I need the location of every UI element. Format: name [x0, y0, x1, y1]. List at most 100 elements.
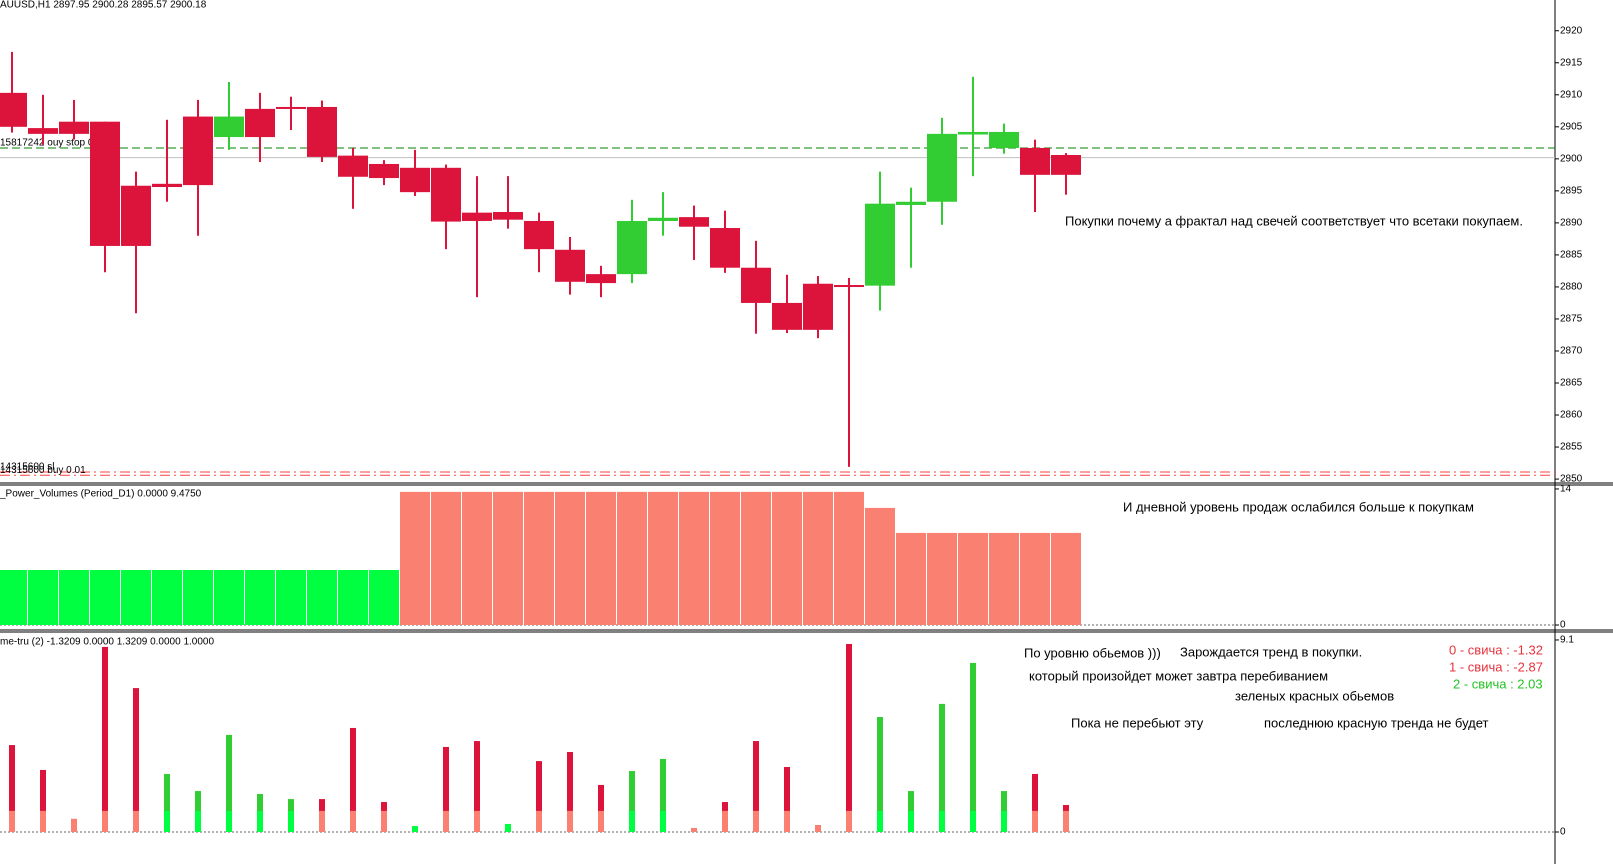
volume-bar-base [722, 810, 728, 832]
candle-body [865, 203, 895, 286]
y-tick-label: 0 [1560, 620, 1566, 631]
volume-bar [443, 746, 449, 832]
volume-bar [958, 532, 988, 625]
volume-bar-base [1032, 810, 1038, 832]
candle-body [555, 249, 585, 282]
candle-body [400, 167, 430, 193]
annotation: 0 - свича : -1.32 [1449, 642, 1543, 657]
volume-bar-base [939, 810, 945, 832]
candle-body [772, 302, 802, 330]
volume-bar [927, 532, 957, 625]
volume-bar-base [1001, 810, 1007, 832]
annotation: последнюю красную тренда не будет [1264, 715, 1489, 730]
order-label: 15817242 ouy stop 0.01 [0, 138, 108, 149]
volume-bar [1020, 532, 1050, 625]
y-tick-label: 2910 [1560, 89, 1583, 100]
volume-bar-base [877, 810, 883, 832]
volume-bar-base [660, 810, 666, 832]
y-tick-label: 14 [1560, 484, 1572, 495]
candle-body [958, 131, 988, 135]
volume-bar [338, 569, 368, 625]
volume-bar-base [381, 810, 387, 832]
annotation: Зарождается тренд в покупки. [1180, 644, 1362, 659]
volume-bar-base [691, 827, 697, 832]
volume-bar-base [288, 810, 294, 832]
volume-bar [772, 491, 802, 625]
volume-bar-base [412, 826, 418, 832]
y-tick-label: 0 [1560, 827, 1566, 838]
volume-bar [369, 569, 399, 625]
volume-bar-base [71, 818, 77, 832]
volume-bar-base [784, 810, 790, 832]
volume-bar [152, 569, 182, 625]
volume-bar [226, 734, 232, 832]
y-tick-label: 2870 [1560, 346, 1583, 357]
volume-bar [90, 569, 120, 625]
candle-body [896, 201, 926, 205]
volume-bar [784, 767, 790, 832]
volume-bar [350, 727, 356, 832]
volume-bar [555, 491, 585, 625]
candle-body [183, 116, 213, 186]
volume-bar [121, 569, 151, 625]
volume-bar [660, 758, 666, 832]
volume-bar-base [846, 810, 852, 832]
candle-body [245, 108, 275, 138]
candle-body [307, 106, 337, 157]
y-tick-label: 2875 [1560, 314, 1583, 325]
symbol-header: AUUSD,H1 2897.95 2900.28 2895.57 2900.18 [0, 0, 207, 11]
volume-bar [0, 569, 27, 625]
candle-body [803, 283, 833, 330]
candle-body [648, 217, 678, 221]
volume-bar [989, 532, 1019, 625]
volume-bar [1051, 532, 1081, 625]
y-tick-label: 2890 [1560, 218, 1583, 229]
candle-body [369, 163, 399, 179]
annotation: Пока не перебьют эту [1071, 715, 1204, 730]
volume-bar-base [164, 810, 170, 832]
candle-body [524, 220, 554, 250]
volume-bar [939, 703, 945, 832]
volume-bar [536, 761, 542, 832]
volume-bar-base [257, 810, 263, 832]
volume-bar [846, 643, 852, 832]
annotation: который произойдет может завтра перебива… [1029, 668, 1328, 683]
volume-bar-base [9, 810, 15, 832]
volume-bar [896, 532, 926, 625]
volume-bar [164, 773, 170, 832]
volume-bar-base [195, 810, 201, 832]
y-tick-label: 2905 [1560, 121, 1583, 132]
candle-body [276, 106, 306, 109]
volume-bar [133, 688, 139, 832]
volume-bar [803, 491, 833, 625]
candle-body [28, 128, 58, 134]
candle-body [586, 274, 616, 284]
annotation: И дневной уровень продаж ослабился больш… [1123, 499, 1474, 514]
y-tick-label: 2880 [1560, 282, 1583, 293]
volume-bar-base [970, 810, 976, 832]
volume-bar-base [443, 810, 449, 832]
volume-bar [865, 507, 895, 625]
volume-bar [307, 569, 337, 625]
y-tick-label: 2885 [1560, 250, 1583, 261]
volume-bar [183, 569, 213, 625]
y-tick-label: 2850 [1560, 474, 1583, 485]
volume-bar [1032, 773, 1038, 832]
annotation: зеленых красных обьемов [1235, 688, 1394, 703]
order-label: 14315600 buy 0.01 [0, 465, 86, 476]
volume-bar [586, 491, 616, 625]
volume-bar-base [40, 810, 46, 832]
candle-body [1020, 147, 1050, 175]
volume-bar-base [598, 810, 604, 832]
annotation: Покупки почему а фрактал над свечей соот… [1065, 213, 1523, 228]
volume-bar [524, 491, 554, 625]
candle-body [741, 267, 771, 303]
indicator-title: _Power_Volumes (Period_D1) 0.0000 9.4750 [0, 489, 202, 500]
volume-bar-base [1063, 810, 1069, 832]
volume-bar [102, 646, 108, 832]
volume-bar-base [133, 810, 139, 832]
volume-bar-base [474, 810, 480, 832]
volume-bar-base [908, 810, 914, 832]
volume-bar [834, 491, 864, 625]
